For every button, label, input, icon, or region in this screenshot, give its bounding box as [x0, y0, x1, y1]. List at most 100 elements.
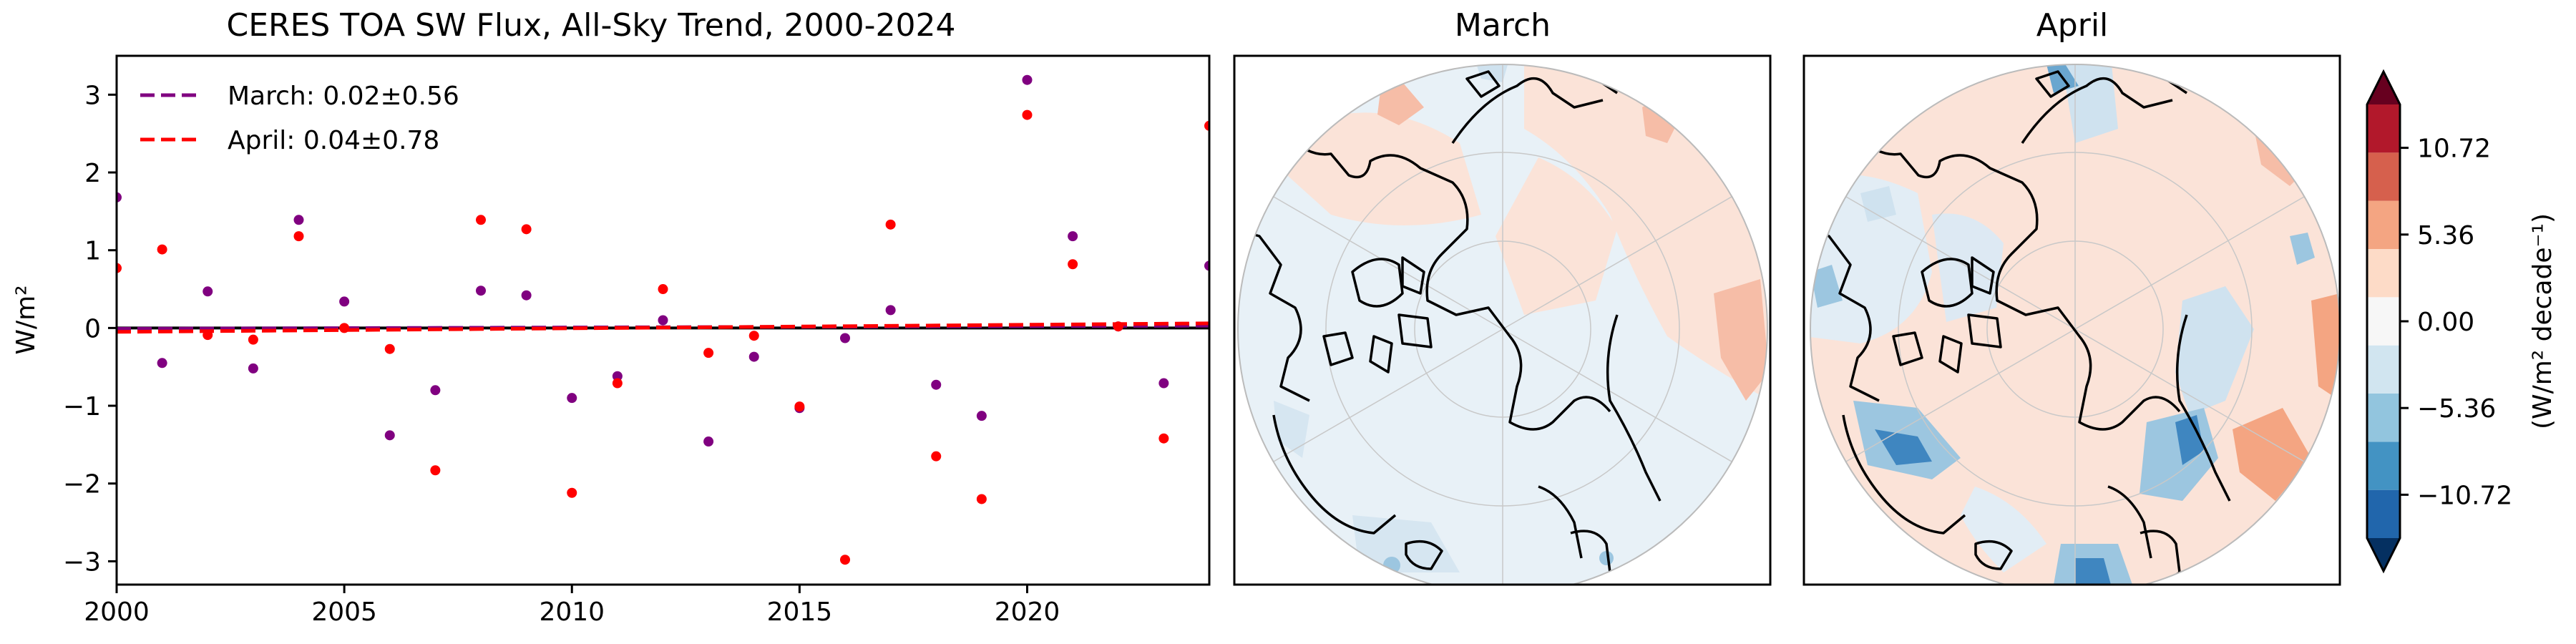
april-point	[203, 330, 213, 341]
colorbar-segment	[2367, 345, 2400, 394]
april-point	[1158, 433, 1169, 444]
march-point	[976, 411, 987, 421]
colorbar: 10.72 5.36 0.00 −5.36 −10.72 (W/m² decade⁻¹)	[2366, 69, 2557, 574]
march-point	[1068, 231, 1078, 242]
april-map-panel: April	[1802, 7, 2341, 586]
march-point	[703, 436, 714, 447]
timeseries-axes-frame	[115, 54, 1211, 586]
legend-march-label: March: 0.02±0.56	[228, 82, 459, 111]
colorbar-segment	[2367, 297, 2400, 346]
trend-lines	[117, 321, 1209, 334]
legend: March: 0.02±0.56 April: 0.04±0.78	[140, 82, 459, 155]
y-tick-label: 0	[84, 314, 101, 343]
march-trend-field	[1238, 64, 1767, 585]
march-point	[1158, 378, 1169, 389]
april-point	[931, 451, 942, 462]
colorbar-extend-low	[2367, 538, 2400, 571]
x-tick-label: 2015	[767, 597, 833, 627]
april-point	[840, 555, 850, 565]
y-tick-label: −2	[63, 470, 101, 499]
timeseries-panel: CERES TOA SW Flux, All-Sky Trend, 2000-2…	[11, 7, 1211, 627]
april-point	[658, 284, 668, 295]
march-point	[117, 192, 122, 203]
april-point	[157, 244, 167, 255]
april-point	[794, 401, 805, 412]
colorbar-segments	[2367, 104, 2400, 538]
march-point	[748, 351, 759, 362]
april-point	[339, 323, 350, 333]
colorbar-tick-label: −5.36	[2417, 394, 2496, 424]
colorbar-tick-label: 5.36	[2417, 221, 2474, 250]
april-point	[430, 465, 441, 476]
timeseries-ticks: 2000 2005 2010 2015 2020 3 2 1 0 −1 −2 −3	[63, 81, 1060, 627]
march-point	[476, 286, 486, 296]
march-point	[931, 379, 942, 390]
colorbar-outline	[2366, 69, 2401, 574]
april-point	[476, 215, 486, 225]
colorbar-segment	[2367, 394, 2400, 442]
april-point	[117, 263, 122, 273]
april-map-frame	[1802, 54, 2341, 586]
april-point	[612, 378, 623, 389]
april-point	[384, 343, 395, 354]
march-point	[430, 385, 441, 396]
x-tick-label: 2000	[84, 597, 150, 627]
april-point	[885, 219, 896, 230]
y-axis-label: W/m²	[11, 285, 41, 354]
colorbar-tick-label: 0.00	[2417, 308, 2474, 337]
colorbar-segment	[2367, 152, 2400, 201]
y-tick-label: −3	[63, 547, 101, 577]
colorbar-extend-high	[2367, 72, 2400, 104]
x-tick-label: 2010	[539, 597, 605, 627]
y-tick-label: 1	[84, 237, 101, 266]
x-tick-label: 2005	[311, 597, 377, 627]
timeseries-title: CERES TOA SW Flux, All-Sky Trend, 2000-2…	[226, 7, 955, 44]
march-map-panel: March	[1233, 7, 1772, 586]
y-tick-label: 2	[84, 159, 101, 188]
data-points	[117, 74, 1209, 565]
march-point	[840, 333, 850, 343]
x-tick-label: 2020	[995, 597, 1060, 627]
april-point	[1204, 120, 1209, 131]
march-point	[567, 393, 577, 404]
march-point	[157, 358, 167, 369]
colorbar-segment	[2367, 489, 2400, 538]
march-point	[293, 215, 304, 225]
april-point	[976, 494, 987, 504]
march-point	[248, 363, 258, 374]
march-point	[885, 305, 896, 316]
march-point	[203, 286, 213, 297]
legend-april-label: April: 0.04±0.78	[228, 126, 439, 155]
march-map-frame	[1233, 54, 1772, 586]
april-point	[703, 348, 714, 358]
colorbar-segment	[2367, 249, 2400, 298]
april-point	[1068, 259, 1078, 270]
april-point	[521, 224, 532, 235]
march-point	[612, 371, 623, 381]
april-point	[748, 331, 759, 341]
colorbar-tick-label: −10.72	[2417, 481, 2512, 510]
y-tick-label: −1	[63, 392, 101, 421]
march-point	[658, 315, 668, 326]
april-point	[293, 231, 304, 242]
colorbar-tick-label: 10.72	[2417, 135, 2491, 164]
colorbar-segment	[2367, 104, 2400, 153]
colorbar-segment	[2367, 200, 2400, 249]
march-map-title: March	[1455, 7, 1551, 44]
colorbar-label: (W/m² decade⁻¹)	[2528, 213, 2557, 429]
april-map-title: April	[2036, 7, 2109, 44]
trend-line-1	[117, 321, 1209, 334]
march-point	[1204, 260, 1209, 271]
march-point	[1022, 74, 1033, 85]
april-point	[1113, 321, 1123, 332]
colorbar-ticks: 10.72 5.36 0.00 −5.36 −10.72	[2400, 135, 2512, 510]
y-tick-label: 3	[84, 81, 101, 110]
april-point	[248, 334, 258, 345]
march-point	[339, 296, 350, 307]
march-point	[384, 430, 395, 441]
march-point	[521, 290, 532, 301]
april-point	[1022, 109, 1033, 120]
colorbar-segment	[2367, 441, 2400, 490]
april-point	[567, 487, 577, 498]
